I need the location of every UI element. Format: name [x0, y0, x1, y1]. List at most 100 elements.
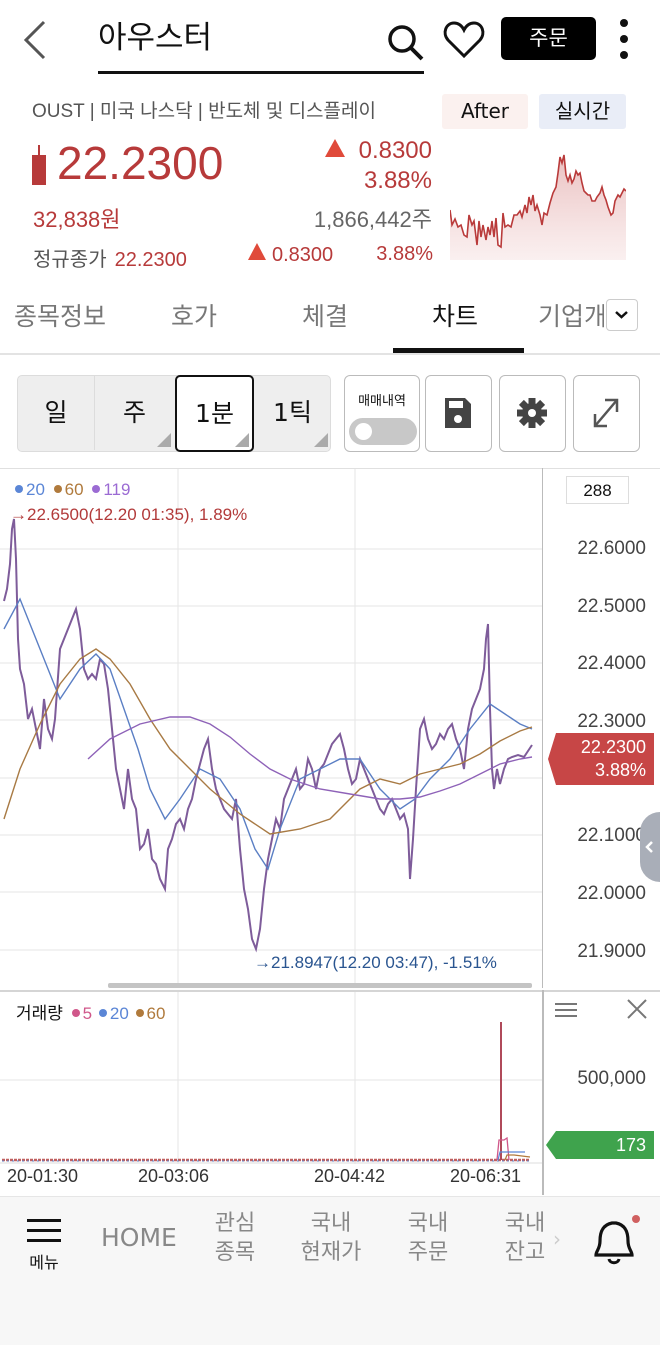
period-1tick[interactable]: 1틱 — [254, 376, 331, 450]
y-tick: 22.3000 — [577, 711, 646, 732]
candlestick-plot — [0, 469, 542, 984]
regular-close-change: 0.8300 — [272, 244, 334, 266]
period-day[interactable]: 일 — [18, 376, 95, 450]
menu-icon-bar — [27, 1219, 61, 1222]
trade-history-label: 매매내역 — [358, 394, 406, 409]
bell-icon — [594, 1215, 640, 1265]
volume-y-tick: 500,000 — [577, 1068, 646, 1089]
intraday-sparkline[interactable] — [450, 145, 626, 260]
x-tick: 20-06:31 — [450, 1166, 522, 1186]
period-selector: 일 주 1분 1틱 — [17, 375, 331, 452]
period-1min[interactable]: 1분 — [175, 375, 254, 452]
heart-icon — [443, 21, 485, 59]
corner-indicator — [314, 433, 328, 447]
chevron-left-icon — [23, 20, 46, 60]
nav-domestic-quote[interactable]: 국내 현재가 — [300, 1211, 362, 1265]
period-1min-label: 1분 — [195, 399, 234, 428]
current-price-tag-percent: 3.88% — [594, 760, 646, 780]
period-week-label: 주 — [122, 398, 146, 427]
toggle-knob — [355, 423, 372, 440]
x-tick: 20-01:30 — [7, 1166, 79, 1186]
up-triangle-icon — [248, 243, 266, 260]
nav-menu-label: 메뉴 — [29, 1253, 59, 1272]
price-chart[interactable] — [0, 468, 660, 988]
ma60-legend: 60 — [53, 480, 84, 499]
volume-axis-divider — [542, 990, 544, 1195]
menu-icon-bar — [27, 1229, 61, 1232]
hamburger-icon — [555, 1003, 577, 1017]
change-percent: 3.88% — [363, 167, 432, 194]
search-button[interactable] — [384, 20, 428, 64]
tab-order-book[interactable]: 호가 — [171, 302, 218, 331]
period-week[interactable]: 주 — [95, 376, 174, 450]
regular-close-label: 정규종가 — [33, 249, 107, 271]
top-bar: 아우스터 주문 — [0, 0, 660, 82]
more-icon-dot — [620, 19, 628, 27]
candle-count-input[interactable]: 288 — [566, 476, 629, 504]
volume-plot — [0, 992, 542, 1164]
arrow-right-icon: → — [10, 505, 27, 524]
tab-stock-info[interactable]: 종목정보 — [14, 302, 107, 331]
chevron-right-icon[interactable]: › — [553, 1227, 561, 1251]
trade-volume: 1,866,442주 — [313, 207, 432, 232]
price-change: 0.8300 3.88% — [324, 136, 432, 196]
volume-menu-button[interactable] — [554, 1000, 578, 1020]
more-menu-button[interactable] — [612, 16, 636, 66]
tabs-dropdown-button[interactable] — [606, 299, 638, 331]
volume-legend: 거래량 5 20 60 — [16, 999, 165, 1024]
regular-close-row: 정규종가 22.2300 0.8300 3.88% — [33, 243, 433, 272]
tab-chart[interactable]: 차트 — [432, 302, 479, 331]
side-panel-handle[interactable] — [640, 812, 660, 882]
nav-watchlist[interactable]: 관심 종목 — [214, 1211, 256, 1265]
x-tick: 20-03:06 — [138, 1166, 210, 1186]
y-tick: 22.5000 — [577, 596, 646, 617]
notification-button[interactable] — [590, 1213, 642, 1269]
y-tick: 22.4000 — [577, 653, 646, 674]
order-button[interactable]: 주문 — [501, 17, 596, 60]
current-price-tag-value: 22.2300 — [580, 737, 646, 757]
more-icon-dot — [620, 35, 628, 43]
save-chart-button[interactable] — [425, 375, 492, 452]
nav-domestic-balance[interactable]: 국내 잔고 — [504, 1211, 546, 1265]
close-icon — [627, 999, 647, 1019]
vol-ma60-legend: 60 — [135, 1004, 165, 1023]
chevron-down-icon — [615, 311, 628, 319]
nav-domestic-order[interactable]: 국내 주문 — [407, 1211, 449, 1265]
tab-trades[interactable]: 체결 — [302, 302, 349, 331]
up-triangle-icon — [324, 139, 345, 157]
back-button[interactable] — [18, 18, 54, 62]
price-axis: 22.6000 22.5000 22.4000 22.3000 22.1000 … — [542, 468, 660, 988]
favorite-button[interactable] — [442, 18, 486, 62]
nav-home[interactable]: HOME — [101, 1223, 177, 1252]
vol-ma20-legend: 20 — [98, 1004, 129, 1023]
ma-legend: 20 60 119 — [15, 480, 130, 500]
high-price-marker: →22.6500(12.20 01:35), 1.89% — [10, 505, 248, 524]
active-tab-indicator — [393, 348, 524, 353]
corner-indicator — [235, 433, 249, 447]
expand-icon — [593, 398, 619, 428]
tab-company[interactable]: 기업개 — [538, 302, 604, 331]
volume-close-button[interactable] — [626, 998, 648, 1020]
period-1tick-label: 1틱 — [273, 398, 312, 427]
volume-chart[interactable] — [0, 990, 660, 1195]
page-title: 아우스터 — [98, 20, 213, 56]
save-icon — [445, 398, 471, 428]
after-hours-badge[interactable]: After — [442, 94, 528, 129]
chart-settings-button[interactable] — [499, 375, 566, 452]
search-icon — [388, 25, 424, 61]
chart-horizontal-scrollbar[interactable] — [108, 983, 532, 988]
current-price: 22.2300 — [57, 137, 224, 189]
vol-ma5-legend: 5 — [71, 1004, 92, 1023]
realtime-badge[interactable]: 실시간 — [539, 94, 626, 129]
toggle-switch[interactable] — [349, 418, 417, 445]
arrow-right-icon: → — [254, 953, 271, 972]
nav-menu-button[interactable]: 메뉴 — [22, 1213, 66, 1272]
gear-icon — [517, 398, 547, 428]
current-volume-tag: 173 — [546, 1131, 654, 1159]
fullscreen-button[interactable] — [573, 375, 640, 452]
stock-search-field[interactable]: 아우스터 — [98, 14, 424, 74]
trade-history-toggle[interactable]: 매매내역 — [344, 375, 420, 452]
regular-close-price: 22.2300 — [114, 249, 187, 271]
more-icon-dot — [620, 51, 628, 59]
volume-title: 거래량 — [16, 1004, 63, 1023]
